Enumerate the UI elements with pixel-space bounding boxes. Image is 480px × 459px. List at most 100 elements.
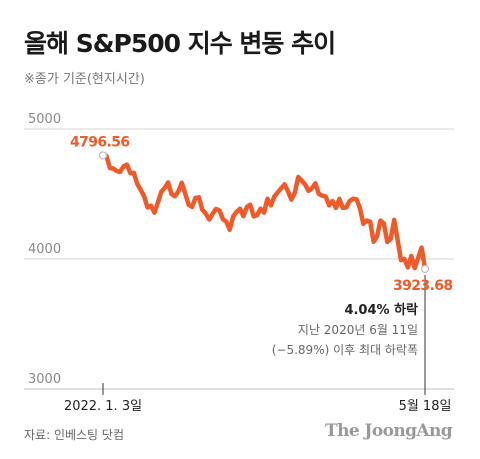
data-point xyxy=(413,266,417,270)
data-point xyxy=(272,195,276,199)
data-point xyxy=(420,246,424,250)
data-point xyxy=(180,181,184,185)
data-point xyxy=(344,205,348,209)
data-point xyxy=(207,217,211,222)
data-points xyxy=(101,153,427,271)
data-point xyxy=(211,212,215,216)
data-point xyxy=(293,191,297,195)
data-point xyxy=(183,191,187,196)
data-point xyxy=(392,218,396,222)
data-point xyxy=(149,204,153,208)
x-axis-ticks: 2022. 1. 3일 5월 18일 xyxy=(64,383,452,414)
data-point xyxy=(135,182,139,186)
brand-logo: The JoongAng xyxy=(325,421,453,441)
data-point xyxy=(283,182,287,186)
data-point xyxy=(279,186,283,190)
data-point xyxy=(139,188,143,192)
data-point xyxy=(327,203,331,207)
end-value-label: 3923.68 xyxy=(393,278,453,294)
data-point xyxy=(152,211,156,215)
data-point xyxy=(221,217,225,221)
data-point xyxy=(111,166,115,171)
y-tick-label-4000: 4000 xyxy=(28,242,61,257)
data-point xyxy=(289,198,293,202)
data-point xyxy=(368,220,372,224)
data-point xyxy=(128,171,132,175)
data-point xyxy=(217,208,222,213)
data-point xyxy=(204,212,208,216)
data-point xyxy=(241,214,245,218)
source-credit: 자료: 인베스팅 닷컴 xyxy=(24,428,124,442)
end-point-marker xyxy=(420,264,430,274)
data-point xyxy=(300,179,304,183)
y-tick-label-5000: 5000 xyxy=(28,112,61,127)
data-point xyxy=(351,197,355,201)
data-point xyxy=(361,222,365,226)
data-point xyxy=(330,199,335,203)
data-point xyxy=(145,205,150,209)
data-point xyxy=(406,265,410,269)
drop-headline: 4.04% 하락 xyxy=(344,302,418,318)
data-point xyxy=(262,211,266,215)
data-point xyxy=(306,189,311,193)
data-point xyxy=(166,180,170,184)
y-axis-ticks: 5000 4000 3000 xyxy=(28,112,61,387)
data-point xyxy=(365,218,369,223)
data-point xyxy=(163,186,167,190)
data-point xyxy=(320,194,324,198)
grid-lines xyxy=(24,128,454,260)
data-point xyxy=(372,240,376,244)
data-point xyxy=(396,238,400,242)
data-point xyxy=(224,220,228,224)
data-point xyxy=(132,171,136,175)
data-point xyxy=(337,197,341,201)
data-point xyxy=(416,256,420,260)
data-point xyxy=(354,197,359,201)
data-point xyxy=(358,206,362,210)
data-point xyxy=(313,181,317,185)
drop-note-line-1: 지난 2020년 6월 11일 xyxy=(298,323,418,337)
start-point-marker xyxy=(98,151,108,160)
x-tick-label-1: 5월 18일 xyxy=(399,399,452,414)
data-point xyxy=(122,164,126,168)
data-point xyxy=(190,205,194,209)
data-point xyxy=(324,194,328,199)
data-point xyxy=(238,207,242,211)
data-point xyxy=(108,166,112,170)
page-title: 올해 S&P500 지수 변동 추이 xyxy=(24,29,336,58)
data-point xyxy=(378,218,383,223)
data-point xyxy=(187,203,191,207)
data-point xyxy=(214,207,218,211)
data-point xyxy=(173,194,177,198)
data-point xyxy=(200,208,204,212)
data-point xyxy=(255,213,259,217)
data-point xyxy=(115,169,119,173)
data-point xyxy=(245,205,249,209)
data-point xyxy=(382,222,386,226)
data-point xyxy=(265,197,269,201)
data-point xyxy=(409,254,413,258)
data-point xyxy=(341,206,345,210)
data-point xyxy=(228,228,232,232)
data-point xyxy=(159,190,163,194)
data-point xyxy=(276,190,280,194)
data-point xyxy=(348,199,352,203)
data-point xyxy=(269,203,273,207)
y-tick-label-3000: 3000 xyxy=(28,372,61,387)
data-point xyxy=(303,182,307,186)
data-point xyxy=(259,207,263,211)
data-point xyxy=(193,196,198,200)
data-point xyxy=(231,214,235,218)
data-point xyxy=(334,206,338,210)
sp500-line-chart: 5000 4000 3000 2022. 1. 3일 5월 18일 4796.56 3… xyxy=(24,112,454,414)
data-point xyxy=(389,237,393,241)
data-point xyxy=(375,234,379,238)
data-point xyxy=(169,192,174,196)
data-point xyxy=(296,175,300,179)
data-point xyxy=(399,258,403,262)
data-point xyxy=(385,240,389,244)
data-point xyxy=(156,201,160,205)
data-point xyxy=(118,170,122,174)
data-point xyxy=(142,194,146,198)
data-point xyxy=(235,210,239,214)
